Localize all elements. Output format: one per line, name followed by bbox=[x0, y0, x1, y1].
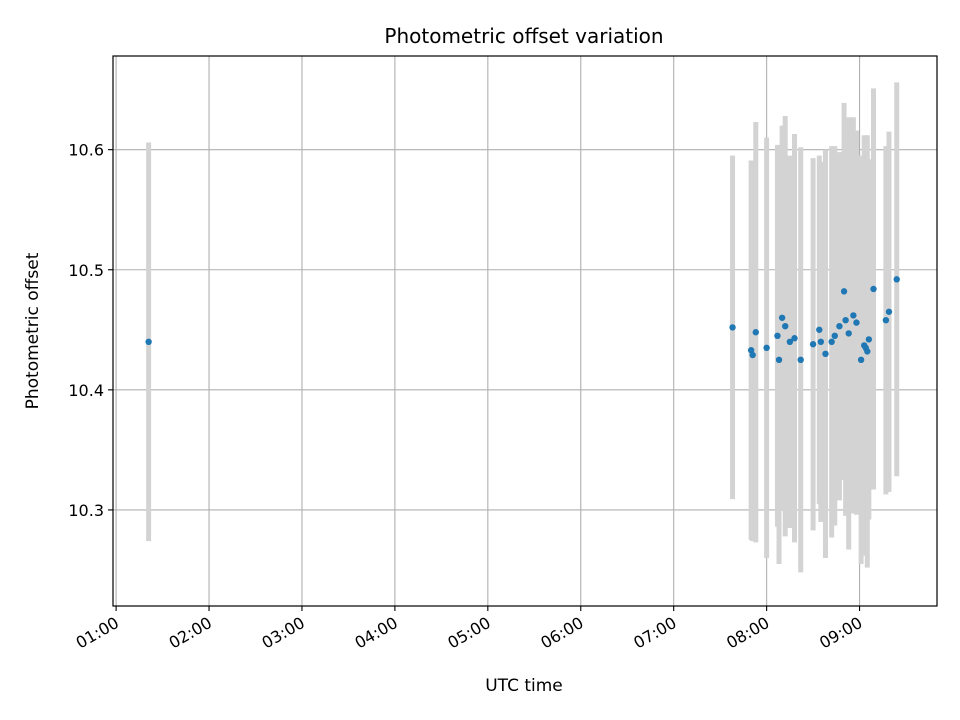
data-point bbox=[791, 335, 798, 342]
plot-frame bbox=[112, 55, 938, 607]
data-point bbox=[882, 316, 890, 324]
data-point bbox=[850, 312, 857, 319]
data-point bbox=[747, 347, 755, 354]
data-points bbox=[145, 276, 900, 364]
data-point bbox=[842, 316, 849, 324]
data-point bbox=[749, 351, 756, 359]
data-point bbox=[797, 356, 804, 364]
y-tick-label: 10.5 bbox=[68, 261, 104, 280]
data-point bbox=[845, 330, 852, 337]
chart-title: Photometric offset variation bbox=[384, 24, 663, 48]
data-point bbox=[831, 332, 838, 340]
data-point bbox=[864, 348, 871, 355]
x-axis-label: UTC time bbox=[485, 676, 563, 696]
data-point bbox=[857, 356, 865, 364]
data-point bbox=[763, 344, 770, 352]
data-point bbox=[865, 336, 873, 343]
data-point bbox=[816, 326, 823, 333]
data-point bbox=[775, 356, 783, 364]
data-point bbox=[853, 319, 860, 326]
data-point bbox=[822, 350, 829, 358]
data-point bbox=[828, 338, 835, 346]
data-point bbox=[752, 329, 759, 336]
data-point bbox=[893, 276, 900, 283]
data-point bbox=[870, 285, 877, 293]
data-point bbox=[778, 314, 786, 321]
data-point bbox=[885, 308, 893, 315]
data-point bbox=[786, 338, 794, 346]
y-tick-label: 10.6 bbox=[68, 141, 104, 160]
y-tick-label: 10.4 bbox=[68, 381, 104, 400]
y-axis-ticks: 10.3 10.4 10.5 10.6 bbox=[68, 141, 113, 520]
y-axis-label: Photometric offset bbox=[23, 252, 43, 409]
data-point bbox=[836, 322, 843, 330]
data-point bbox=[782, 322, 789, 330]
data-point bbox=[809, 341, 817, 348]
data-point bbox=[729, 324, 736, 331]
data-point bbox=[145, 338, 152, 346]
data-point bbox=[840, 288, 848, 295]
y-tick-label: 10.3 bbox=[68, 501, 104, 520]
data-point bbox=[774, 332, 781, 340]
data-point bbox=[817, 338, 825, 346]
